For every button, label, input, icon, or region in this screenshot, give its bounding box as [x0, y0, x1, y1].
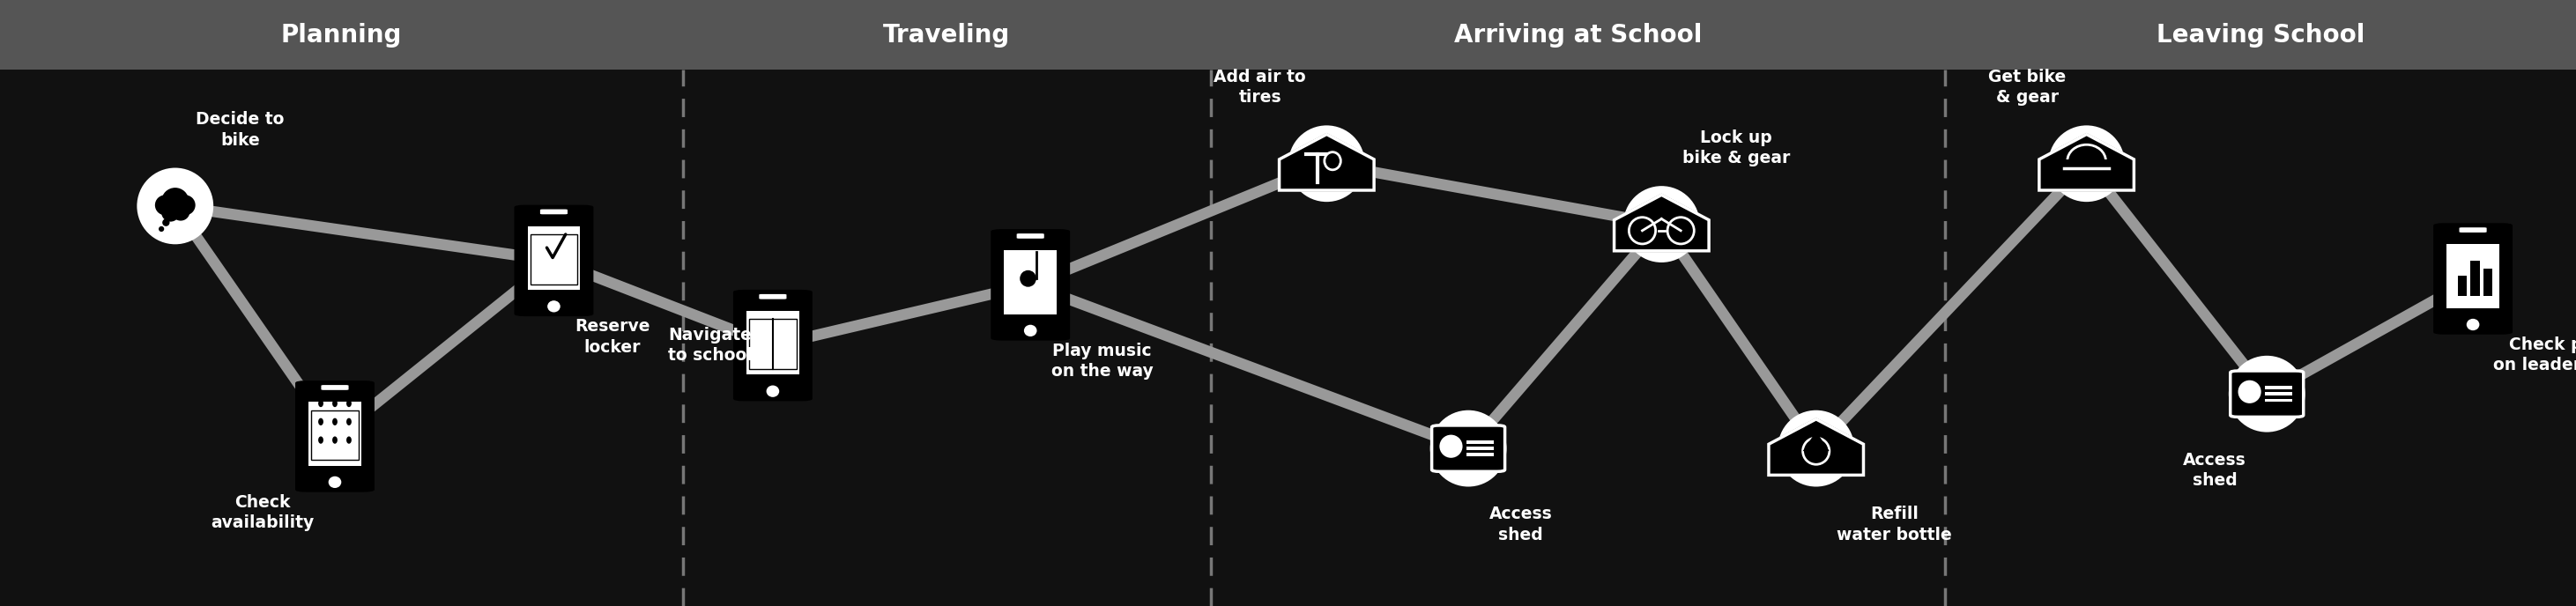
Bar [2061, 159, 2112, 179]
Ellipse shape [327, 476, 343, 488]
Bar [528, 226, 580, 290]
Ellipse shape [1023, 325, 1038, 336]
Text: Get bike
& gear: Get bike & gear [1989, 68, 2066, 106]
Text: Arriving at School: Arriving at School [1453, 22, 1703, 47]
Bar [1005, 250, 1056, 314]
Ellipse shape [1628, 218, 1656, 244]
Text: Check place
on leaderboard: Check place on leaderboard [2494, 336, 2576, 374]
FancyBboxPatch shape [2434, 223, 2512, 335]
Ellipse shape [1780, 411, 1852, 485]
Ellipse shape [1291, 127, 1363, 201]
Bar [1945, 0, 2576, 70]
Ellipse shape [1625, 187, 1698, 261]
Ellipse shape [2050, 127, 2123, 201]
Ellipse shape [1803, 438, 1829, 464]
Polygon shape [2040, 135, 2133, 190]
Text: Planning: Planning [281, 22, 402, 47]
FancyBboxPatch shape [760, 294, 786, 299]
Ellipse shape [175, 195, 196, 215]
Bar [1466, 447, 1494, 450]
Ellipse shape [2069, 145, 2105, 177]
Ellipse shape [162, 219, 170, 226]
Ellipse shape [518, 224, 590, 298]
Ellipse shape [345, 436, 350, 444]
Polygon shape [1615, 195, 1708, 251]
Text: Check
availability: Check availability [211, 494, 314, 531]
Text: Decide to
bike: Decide to bike [196, 111, 283, 148]
Ellipse shape [299, 399, 371, 473]
Polygon shape [1770, 419, 1862, 475]
Ellipse shape [1324, 152, 1340, 170]
Ellipse shape [319, 436, 325, 444]
FancyBboxPatch shape [750, 319, 796, 369]
Bar [2470, 261, 2481, 296]
Ellipse shape [2231, 357, 2303, 431]
FancyBboxPatch shape [2231, 371, 2303, 417]
Ellipse shape [2465, 319, 2481, 330]
Ellipse shape [162, 203, 180, 222]
Ellipse shape [332, 436, 337, 444]
FancyBboxPatch shape [541, 209, 567, 215]
FancyBboxPatch shape [531, 235, 577, 284]
Ellipse shape [332, 418, 337, 425]
Bar [2264, 392, 2293, 396]
Ellipse shape [765, 385, 781, 397]
Bar [1466, 441, 1494, 444]
FancyBboxPatch shape [1018, 233, 1043, 239]
Bar [683, 0, 1211, 70]
Ellipse shape [155, 195, 175, 215]
Text: Reserve
locker: Reserve locker [574, 318, 649, 356]
Bar [0, 0, 683, 70]
FancyBboxPatch shape [312, 410, 358, 460]
Ellipse shape [2239, 380, 2262, 404]
Text: Leaving School: Leaving School [2156, 22, 2365, 47]
FancyBboxPatch shape [322, 385, 348, 390]
Bar [1211, 0, 1945, 70]
Ellipse shape [1020, 270, 1036, 287]
Ellipse shape [173, 202, 191, 221]
Bar [747, 311, 799, 375]
Text: Navigate
to school: Navigate to school [667, 327, 752, 364]
Bar [2458, 276, 2468, 296]
Ellipse shape [1440, 435, 1463, 458]
Ellipse shape [139, 169, 211, 243]
Bar [2264, 399, 2293, 402]
FancyBboxPatch shape [734, 290, 811, 401]
Bar [1466, 453, 1494, 456]
Text: Lock up
bike & gear: Lock up bike & gear [1682, 129, 1790, 167]
Ellipse shape [1667, 218, 1695, 244]
Ellipse shape [546, 301, 562, 312]
FancyBboxPatch shape [296, 381, 374, 492]
Text: Traveling: Traveling [884, 22, 1010, 47]
FancyBboxPatch shape [1432, 425, 1504, 471]
Ellipse shape [737, 308, 809, 382]
Bar [2264, 386, 2293, 389]
FancyBboxPatch shape [515, 205, 592, 316]
Ellipse shape [345, 418, 350, 425]
Ellipse shape [319, 418, 325, 425]
Bar [309, 402, 361, 465]
Ellipse shape [162, 188, 188, 215]
Polygon shape [1803, 431, 1829, 451]
Ellipse shape [345, 400, 350, 407]
Text: Add air to
tires: Add air to tires [1213, 68, 1306, 106]
Ellipse shape [2437, 242, 2509, 316]
Text: Refill
water bottle: Refill water bottle [1837, 506, 1953, 544]
Text: Access
shed: Access shed [2182, 451, 2246, 489]
Ellipse shape [319, 400, 325, 407]
Text: Play music
on the way: Play music on the way [1051, 342, 1154, 380]
Bar [2447, 244, 2499, 308]
Ellipse shape [994, 248, 1066, 322]
Bar [2483, 268, 2494, 296]
Text: Access
shed: Access shed [1489, 506, 1553, 544]
FancyBboxPatch shape [992, 229, 1069, 341]
FancyBboxPatch shape [2460, 227, 2486, 233]
Ellipse shape [332, 400, 337, 407]
Ellipse shape [1432, 411, 1504, 485]
Polygon shape [1280, 135, 1373, 190]
Ellipse shape [160, 226, 165, 231]
